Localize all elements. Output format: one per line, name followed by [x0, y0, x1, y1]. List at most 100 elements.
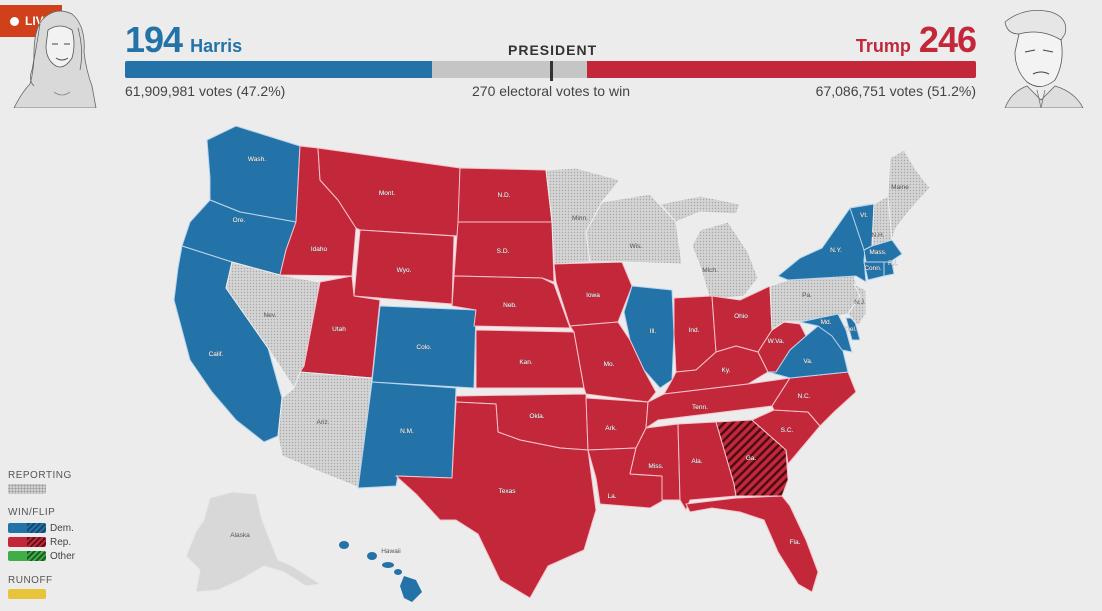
legend-runoff-heading: RUNOFF: [8, 575, 53, 586]
svg-text:N.J.: N.J.: [854, 299, 866, 306]
legend-win-flip: WIN/FLIP Dem. Rep. Other: [8, 507, 75, 563]
svg-text:Va.: Va.: [803, 358, 812, 365]
svg-text:N.C.: N.C.: [798, 393, 811, 400]
svg-text:Conn.: Conn.: [864, 265, 882, 272]
harris-portrait: [13, 10, 97, 108]
svg-text:Neb.: Neb.: [503, 302, 517, 309]
svg-text:Ill.: Ill.: [650, 328, 657, 335]
svg-text:Pa.: Pa.: [802, 292, 812, 299]
svg-text:Ga.: Ga.: [746, 455, 757, 462]
svg-text:N.H.: N.H.: [872, 232, 885, 239]
legend-runoff: RUNOFF: [8, 575, 75, 600]
svg-text:Tenn.: Tenn.: [692, 404, 708, 411]
reporting-swatch: [8, 484, 46, 495]
state-mich-up[interactable]: [659, 195, 741, 223]
dem-swatch: [8, 523, 46, 533]
trump-bar-segment: [586, 61, 976, 78]
harris-name: Harris: [190, 36, 243, 56]
legend-reporting: REPORTING: [8, 470, 75, 495]
threshold-label: 270 electoral votes to win: [472, 83, 630, 99]
svg-text:Ariz.: Ariz.: [317, 419, 330, 426]
threshold-marker: [550, 61, 553, 81]
legend-rep: Rep.: [8, 535, 75, 549]
svg-text:Nev.: Nev.: [264, 312, 277, 319]
svg-text:Idaho: Idaho: [311, 246, 328, 253]
state-alaska[interactable]: [185, 491, 321, 593]
state-ri[interactable]: [883, 261, 895, 277]
svg-text:Ore.: Ore.: [233, 217, 246, 224]
svg-text:Mich.: Mich.: [702, 267, 718, 274]
legend-reporting-heading: REPORTING: [8, 470, 72, 481]
svg-text:R.I.: R.I.: [888, 260, 898, 267]
svg-text:La.: La.: [607, 493, 616, 500]
trump-popular-vote: 67,086,751 votes (51.2%): [815, 83, 976, 99]
state-utah[interactable]: [299, 275, 381, 379]
race-title: PRESIDENT: [508, 42, 598, 58]
svg-text:Okla.: Okla.: [529, 413, 544, 420]
svg-text:Ind.: Ind.: [689, 327, 700, 334]
svg-text:Maine: Maine: [891, 184, 909, 191]
state-fla[interactable]: [685, 495, 819, 593]
svg-text:N.M.: N.M.: [400, 428, 414, 435]
svg-text:Wash.: Wash.: [248, 156, 266, 163]
svg-text:Kan.: Kan.: [519, 359, 533, 366]
svg-text:S.C.: S.C.: [781, 427, 794, 434]
svg-text:Utah: Utah: [332, 326, 346, 333]
svg-text:N.Y.: N.Y.: [830, 247, 842, 254]
svg-text:Ky.: Ky.: [722, 367, 731, 374]
svg-text:Alaska: Alaska: [230, 532, 250, 539]
harris-bar-segment: [125, 61, 432, 78]
svg-text:S.D.: S.D.: [497, 248, 510, 255]
svg-text:Mass.: Mass.: [869, 249, 887, 256]
state-neb[interactable]: [451, 275, 571, 329]
trump-electoral-votes: 246: [918, 19, 977, 60]
svg-text:Texas: Texas: [499, 488, 517, 495]
state-nm[interactable]: [357, 381, 457, 489]
rep-swatch: [8, 537, 46, 547]
svg-text:Calif.: Calif.: [209, 351, 224, 358]
state-sd[interactable]: [453, 221, 555, 283]
svg-text:Minn.: Minn.: [572, 215, 588, 222]
legend-dem-label: Dem.: [50, 522, 74, 534]
svg-text:Del.: Del.: [845, 326, 857, 333]
legend-dem: Dem.: [8, 521, 75, 535]
map-legend: REPORTING WIN/FLIP Dem. Rep. Other RUNOF…: [8, 470, 75, 611]
legend-rep-label: Rep.: [50, 536, 72, 548]
svg-text:Iowa: Iowa: [586, 292, 600, 299]
svg-text:Wis.: Wis.: [630, 243, 643, 250]
svg-text:W.Va.: W.Va.: [768, 338, 785, 345]
svg-text:Ohio: Ohio: [734, 313, 748, 320]
svg-text:Wyo.: Wyo.: [397, 267, 412, 274]
svg-text:Fla.: Fla.: [790, 539, 801, 546]
state-wis[interactable]: [585, 193, 683, 265]
results-header: 194 Harris PRESIDENT Trump 246 61,909,98…: [125, 19, 977, 105]
svg-text:Md.: Md.: [821, 319, 832, 326]
state-colo[interactable]: [371, 305, 477, 389]
trump-name: Trump: [855, 36, 911, 56]
state-texas[interactable]: [395, 401, 597, 599]
state-mo[interactable]: [569, 321, 657, 403]
other-swatch: [8, 551, 46, 561]
svg-text:Vt.: Vt.: [860, 212, 868, 219]
state-maine[interactable]: [887, 149, 931, 241]
svg-text:N.D.: N.D.: [498, 192, 511, 199]
state-hawaii[interactable]: [339, 541, 422, 602]
svg-text:Miss.: Miss.: [648, 463, 663, 470]
state-ill[interactable]: [623, 285, 675, 389]
svg-text:Mont.: Mont.: [379, 190, 395, 197]
us-electoral-map: Wash. Ore. Calif. Nev. Idaho Mont. Wyo. …: [173, 125, 931, 602]
svg-text:Hawaii: Hawaii: [381, 548, 401, 555]
trump-portrait: [1004, 9, 1084, 108]
svg-text:Mo.: Mo.: [604, 361, 615, 368]
state-ariz[interactable]: [277, 371, 373, 489]
trump-summary: Trump 246: [855, 19, 977, 60]
harris-electoral-votes: 194: [125, 19, 183, 60]
state-nj[interactable]: [847, 283, 867, 327]
electoral-vote-bar: [125, 61, 976, 81]
harris-popular-vote: 61,909,981 votes (47.2%): [125, 83, 286, 99]
state-mich[interactable]: [691, 221, 759, 301]
harris-summary: 194 Harris: [125, 20, 242, 60]
legend-win-flip-heading: WIN/FLIP: [8, 507, 56, 518]
state-md[interactable]: [799, 313, 853, 353]
state-labels: Wash. Ore. Calif. Nev. Idaho Mont. Wyo. …: [208, 156, 909, 555]
